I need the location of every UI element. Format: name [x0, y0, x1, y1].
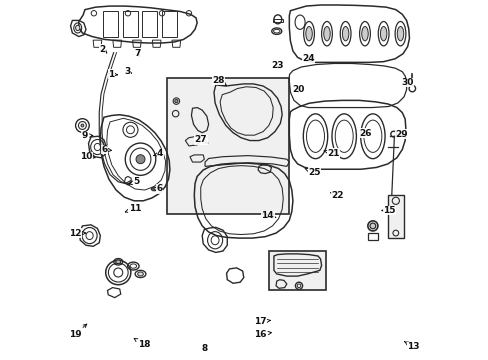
Text: 22: 22	[330, 190, 343, 199]
Bar	[268, 251, 325, 290]
Ellipse shape	[323, 27, 329, 41]
Ellipse shape	[380, 27, 386, 41]
Text: 30: 30	[401, 78, 413, 87]
Ellipse shape	[174, 99, 178, 103]
Text: 17: 17	[254, 317, 270, 326]
Text: 5: 5	[129, 177, 139, 186]
Text: 11: 11	[125, 204, 141, 213]
Ellipse shape	[396, 27, 403, 41]
Text: 18: 18	[134, 338, 150, 350]
Text: 19: 19	[69, 324, 86, 339]
Text: 20: 20	[291, 85, 304, 94]
Text: 26: 26	[359, 129, 371, 138]
Text: 7: 7	[134, 49, 141, 58]
Text: 3: 3	[124, 67, 131, 76]
Text: 9: 9	[81, 131, 93, 140]
Ellipse shape	[305, 27, 312, 41]
Ellipse shape	[81, 124, 83, 127]
Text: 16: 16	[254, 330, 271, 339]
Ellipse shape	[116, 260, 121, 264]
Text: 1: 1	[108, 70, 118, 79]
Text: 23: 23	[271, 62, 283, 71]
Ellipse shape	[76, 25, 80, 31]
Bar	[387, 195, 403, 238]
Ellipse shape	[137, 272, 143, 276]
Text: 8: 8	[201, 344, 207, 353]
Ellipse shape	[136, 155, 144, 164]
Text: 29: 29	[394, 130, 407, 139]
Ellipse shape	[361, 27, 367, 41]
Text: 6: 6	[102, 145, 111, 154]
Text: 6: 6	[152, 184, 162, 193]
Text: 2: 2	[100, 45, 106, 54]
Text: 13: 13	[404, 342, 419, 351]
Text: 24: 24	[302, 54, 314, 63]
Text: 27: 27	[194, 135, 207, 144]
Text: 10: 10	[80, 152, 95, 161]
Text: 25: 25	[305, 168, 320, 177]
Text: 21: 21	[323, 149, 339, 158]
Text: 12: 12	[69, 229, 85, 238]
Text: 15: 15	[381, 206, 395, 215]
Text: 28: 28	[212, 76, 226, 85]
Ellipse shape	[369, 223, 375, 229]
Text: 14: 14	[261, 211, 275, 220]
Text: 4: 4	[153, 149, 163, 158]
Ellipse shape	[342, 27, 348, 41]
Bar	[167, 78, 288, 214]
